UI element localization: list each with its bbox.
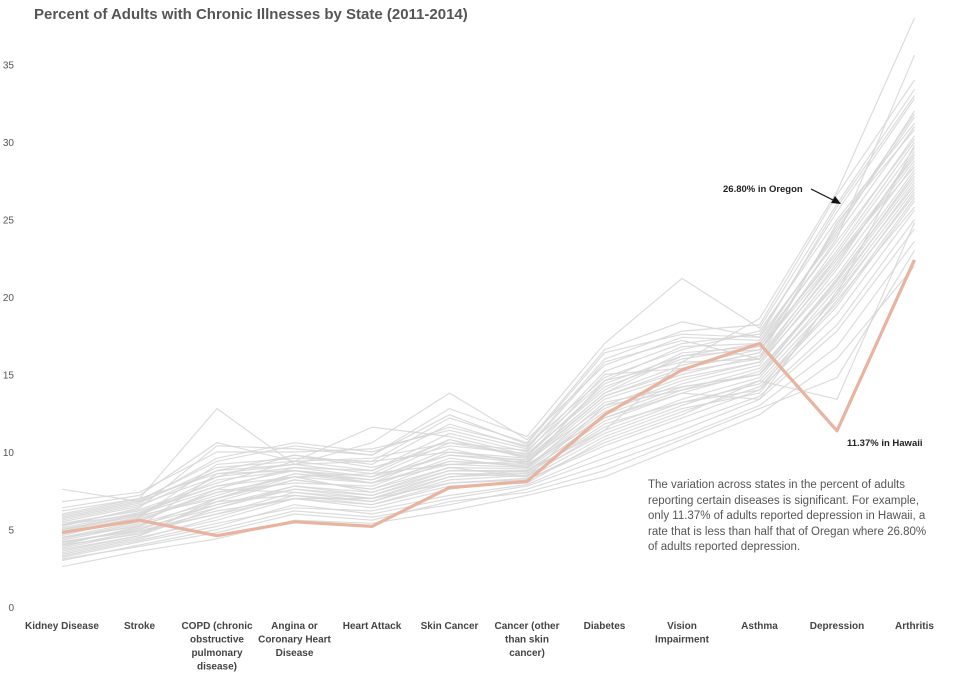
x-axis-labels: Kidney Disease Stroke COPD (chronic obstruc…	[25, 621, 934, 673]
x-tick-label-line: Depression	[810, 621, 864, 632]
state-series-line	[61, 206, 915, 548]
x-tick-label-line: pulmonary	[191, 648, 243, 659]
y-tick-label: 25	[3, 216, 15, 227]
hawaii-annotation: 11.37% in Hawaii	[847, 438, 923, 449]
x-tick-label-line: Impairment	[655, 635, 710, 646]
x-tick-label-line: Stroke	[124, 621, 156, 632]
y-tick-label: 35	[3, 61, 15, 72]
x-tick-label: Heart Attack	[343, 621, 402, 632]
state-series-line	[61, 88, 915, 527]
oregon-arrow-head	[831, 196, 841, 204]
y-tick-label: 20	[3, 293, 15, 304]
oregon-annotation: 26.80% in Oregon	[723, 184, 803, 195]
x-tick-label-line: Angina or	[271, 621, 318, 632]
x-tick-label-line: Diabetes	[584, 621, 626, 632]
state-series-line	[61, 185, 915, 541]
state-series-line	[61, 222, 916, 543]
x-tick-label-line: Kidney Disease	[25, 621, 99, 632]
x-tick-label: Arthritis	[895, 621, 934, 632]
y-tick-label: 15	[3, 371, 15, 382]
x-tick-label: Vision Impairment	[655, 621, 710, 646]
x-tick-label: Angina or Coronary Heart Disease	[258, 621, 331, 659]
x-tick-label-line: Cancer (other	[494, 621, 559, 632]
state-series-line	[61, 150, 915, 529]
y-axis-ticks: 0 5 10 15 20 25 30 35	[3, 61, 15, 615]
state-series-line	[61, 113, 915, 526]
x-tick-label-line: Asthma	[741, 621, 778, 632]
chart-note: The variation across states in the perce…	[648, 479, 927, 553]
state-series-line	[61, 188, 915, 534]
oregon-arrow-line	[810, 188, 838, 203]
y-tick-label: 10	[3, 448, 15, 459]
state-series-line	[61, 194, 915, 551]
x-tick-label-line: COPD (chronic	[181, 621, 253, 632]
x-tick-label-line: than skin	[505, 635, 549, 646]
x-tick-label: Cancer (other than skin cancer)	[494, 621, 559, 659]
state-series-line	[61, 123, 915, 518]
x-tick-label-line: Disease	[276, 648, 314, 659]
state-series-line	[61, 110, 916, 515]
x-tick-label-line: disease)	[197, 662, 237, 673]
x-tick-label: Skin Cancer	[421, 621, 479, 632]
state-series-line	[61, 79, 915, 521]
x-tick-label-line: Coronary Heart	[258, 635, 331, 646]
x-tick-label-line: Heart Attack	[343, 621, 402, 632]
y-tick-label: 5	[8, 526, 14, 537]
y-tick-label: 0	[8, 603, 14, 614]
x-tick-label: Kidney Disease	[25, 621, 99, 632]
x-tick-label: COPD (chronic obstructive pulmonary disease…	[181, 621, 253, 673]
x-tick-label-line: Vision	[667, 621, 697, 632]
state-series-line	[61, 144, 916, 503]
x-tick-label: Asthma	[741, 621, 778, 632]
annotations: 26.80% in Oregon 11.37% in Hawaii	[723, 184, 923, 449]
state-series-line	[61, 17, 916, 538]
hawaii-series-line	[61, 259, 916, 538]
state-lines	[61, 17, 916, 568]
x-tick-label-line: Skin Cancer	[421, 621, 479, 632]
chart-title: Percent of Adults with Chronic Illnesses…	[34, 6, 468, 23]
x-tick-label: Diabetes	[584, 621, 626, 632]
x-tick-label: Depression	[810, 621, 864, 632]
state-series-line	[61, 166, 915, 512]
state-series-line	[61, 98, 915, 526]
state-series-line	[61, 54, 916, 509]
x-tick-label-line: cancer)	[509, 648, 545, 659]
state-series-line	[61, 250, 916, 560]
state-series-line	[61, 138, 915, 520]
state-series-line	[61, 129, 915, 503]
y-tick-label: 30	[3, 138, 15, 149]
x-tick-label-line: obstructive	[190, 635, 244, 646]
x-tick-label-line: Arthritis	[895, 621, 934, 632]
state-series-line	[61, 95, 915, 517]
hawaii-line	[61, 259, 916, 538]
x-tick-label: Stroke	[124, 621, 156, 632]
state-series-line	[61, 160, 915, 532]
state-series-line	[61, 228, 915, 558]
state-series-line	[61, 265, 915, 568]
